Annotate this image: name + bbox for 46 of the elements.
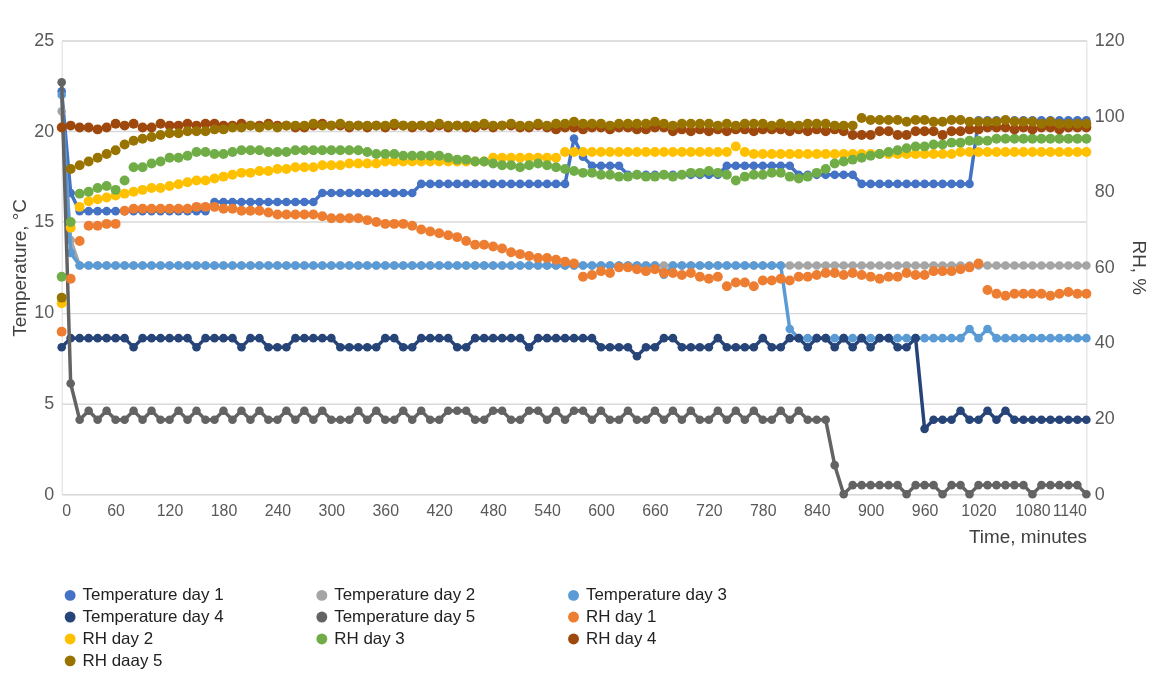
x-tick-label: 1140 xyxy=(1052,501,1088,519)
y-tick-label: 15 xyxy=(34,211,55,232)
x-tick-label: 120 xyxy=(156,501,184,519)
y2-tick-label: 80 xyxy=(1094,181,1115,202)
y-axis-title: Temperature, °C xyxy=(9,198,31,337)
x-axis-title: Time, minutes xyxy=(968,526,1087,548)
x-tick-label: 900 xyxy=(857,501,885,519)
y2-tick-label: 120 xyxy=(1094,30,1125,51)
x-tick-label: 0 xyxy=(62,501,72,519)
y-tick-label: 5 xyxy=(44,392,55,413)
y-tick-label: 25 xyxy=(34,30,55,51)
x-tick-label: 420 xyxy=(426,501,454,519)
legend-label: RH day 3 xyxy=(334,628,405,648)
legend-label: RH day 2 xyxy=(82,628,154,648)
y-tick-label: 10 xyxy=(34,302,55,323)
x-tick-label: 1020 xyxy=(961,501,997,519)
legend-label: RH daay 5 xyxy=(82,650,163,670)
x-tick-label: 720 xyxy=(696,501,723,519)
x-tick-label: 780 xyxy=(750,501,777,519)
legend-label: Temperature day 2 xyxy=(334,585,476,605)
legend-label: RH day 4 xyxy=(585,628,657,648)
x-tick-label: 960 xyxy=(911,501,939,519)
y2-tick-label: 60 xyxy=(1094,256,1115,277)
legend-label: Temperature day 4 xyxy=(82,607,224,627)
y2-axis-title: RH, % xyxy=(1128,240,1150,296)
x-tick-label: 660 xyxy=(642,501,669,519)
x-tick-label: 60 xyxy=(107,501,126,519)
y2-tick-label: 40 xyxy=(1094,332,1115,353)
legend-label: RH day 1 xyxy=(585,607,657,627)
x-tick-label: 600 xyxy=(588,501,615,519)
legend-label: Temperature day 5 xyxy=(334,607,476,627)
x-tick-label: 480 xyxy=(480,501,508,519)
x-tick-label: 1080 xyxy=(1015,501,1051,519)
y2-tick-label: 0 xyxy=(1094,483,1105,504)
y-tick-label: 0 xyxy=(44,483,55,504)
x-tick-label: 360 xyxy=(372,501,400,519)
x-tick-label: 180 xyxy=(210,501,238,519)
legend-label: Temperature day 3 xyxy=(585,585,727,605)
y2-tick-label: 100 xyxy=(1094,105,1125,126)
legend-label: Temperature day 1 xyxy=(82,585,224,605)
y2-tick-label: 20 xyxy=(1094,408,1115,429)
y-tick-label: 20 xyxy=(34,120,55,141)
x-tick-label: 300 xyxy=(318,501,346,519)
x-tick-label: 540 xyxy=(534,501,561,519)
x-tick-label: 840 xyxy=(803,501,831,519)
x-tick-label: 240 xyxy=(264,501,292,519)
